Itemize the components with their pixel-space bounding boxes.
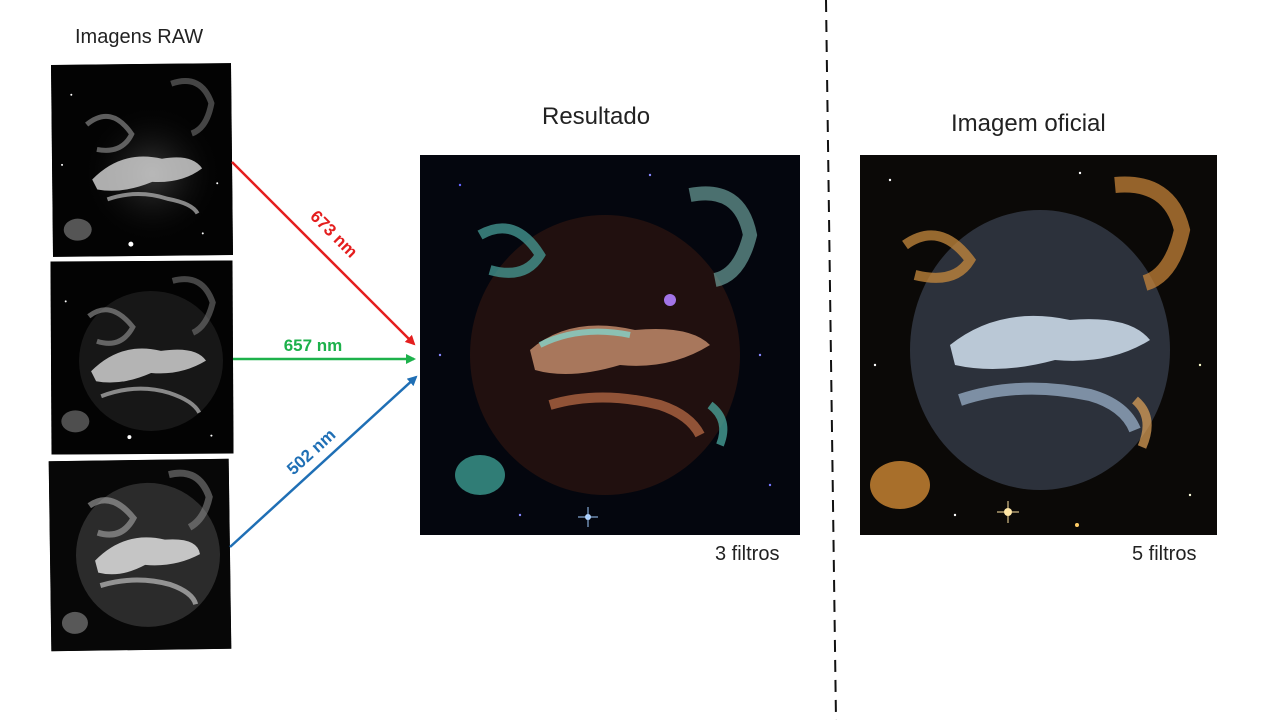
result-image — [420, 155, 800, 535]
official-image-title: Imagem oficial — [951, 110, 1106, 137]
filter-label-502: 502 nm — [283, 425, 339, 479]
official-image — [860, 155, 1217, 535]
arrow-502nm — [229, 375, 418, 548]
result-title: Resultado — [542, 103, 651, 130]
arrow-673nm — [231, 161, 416, 346]
filter-label-673: 673 nm — [306, 207, 361, 262]
raw-image-502 — [48, 458, 232, 652]
raw-image-673 — [50, 63, 234, 257]
result-caption: 3 filtros — [715, 543, 780, 565]
official-caption: 5 filtros — [1132, 543, 1197, 565]
filter-label-657: 657 nm — [284, 336, 343, 355]
raw-images-title: Imagens RAW — [75, 26, 204, 48]
raw-image-657 — [50, 260, 234, 455]
dashed-divider — [825, 0, 837, 720]
